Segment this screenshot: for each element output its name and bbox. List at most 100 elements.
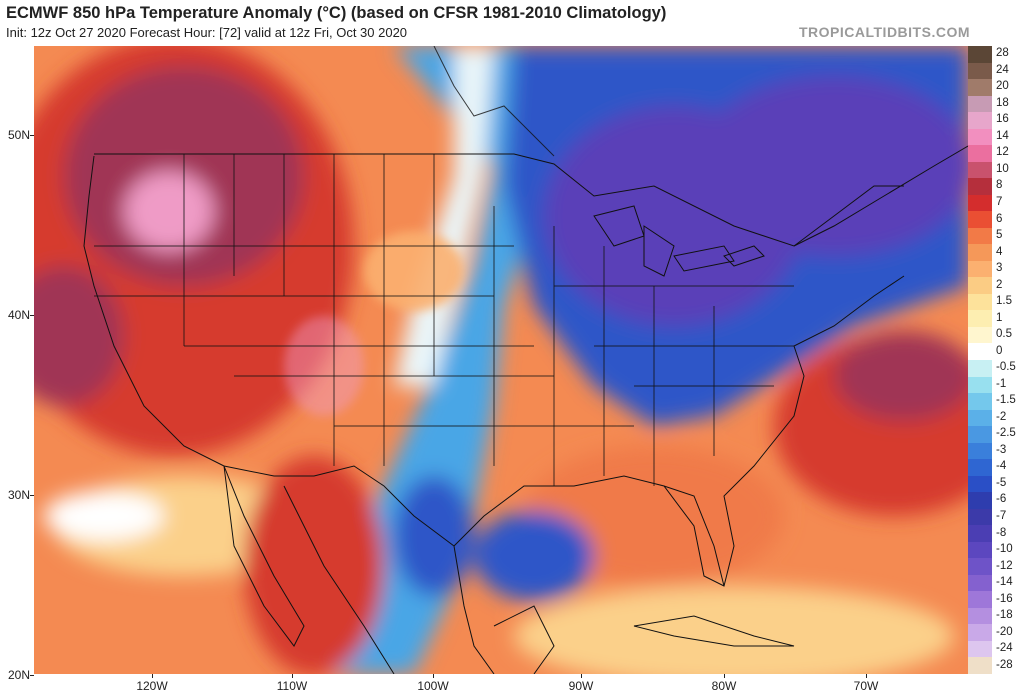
boundary-lines — [83, 46, 968, 674]
colorbar-swatch — [968, 326, 992, 344]
colorbar-swatch — [968, 161, 992, 179]
colorbar-swatch — [968, 426, 992, 444]
colorbar-swatch — [968, 194, 992, 212]
colorbar-label: 0 — [996, 344, 1003, 357]
lat-tick — [30, 495, 34, 496]
colorbar-label: 5 — [996, 229, 1003, 242]
colorbar-label: 7 — [996, 196, 1003, 208]
colorbar-label: -3 — [996, 443, 1007, 456]
colorbar-label: 10 — [996, 162, 1009, 175]
colorbar-swatch — [968, 640, 992, 658]
colorbar-label: 14 — [996, 129, 1009, 142]
state-lines-horizontal — [94, 245, 794, 427]
colorbar-swatch — [968, 227, 992, 245]
lon-label-90w: 90W — [568, 679, 594, 693]
colorbar-label: -8 — [996, 526, 1007, 539]
colorbar-label: 20 — [996, 80, 1009, 93]
us-canada-border — [94, 153, 904, 247]
colorbar-swatch — [968, 624, 992, 642]
brand-watermark: TROPICALTIDBITS.COM — [798, 24, 970, 40]
colorbar-label: -20 — [996, 625, 1013, 638]
colorbar-swatch — [968, 393, 992, 411]
temperature-anomaly-map — [34, 46, 968, 674]
colorbar-swatch — [968, 128, 992, 146]
baja-peninsula — [223, 465, 305, 647]
colorbar-label: 1.5 — [996, 295, 1012, 308]
pacific-coastline — [83, 155, 225, 467]
lon-label-120w: 120W — [136, 679, 168, 693]
central-cool-band — [334, 46, 554, 674]
colorbar-label: 6 — [996, 212, 1003, 225]
colorbar-swatch — [968, 541, 992, 559]
lon-tick — [433, 674, 434, 678]
colorbar-swatch — [968, 376, 992, 394]
colorbar-label: -2.5 — [996, 427, 1016, 440]
colorbar-swatch — [968, 62, 992, 80]
colorbar-swatch — [968, 310, 992, 328]
colorbar-label: 24 — [996, 63, 1009, 76]
colorbar-label: -12 — [996, 559, 1013, 572]
colorbar-label: -16 — [996, 592, 1013, 605]
colorbar-swatch — [968, 293, 992, 311]
great-lakes — [593, 205, 765, 277]
us-mexico-border — [223, 465, 455, 547]
colorbar-swatch — [968, 442, 992, 460]
colorbar-label: 2 — [996, 278, 1003, 291]
colorbar-label: -0.5 — [996, 361, 1016, 374]
colorbar-label: -6 — [996, 493, 1007, 506]
colorbar-label: -24 — [996, 642, 1013, 655]
colorbar-swatch — [968, 409, 992, 427]
colorbar-swatch — [968, 475, 992, 493]
colorbar-label: -14 — [996, 576, 1013, 589]
rockies-patch — [284, 316, 364, 416]
map-canvas — [34, 46, 968, 674]
lon-tick — [292, 674, 293, 678]
colorbar-swatch — [968, 607, 992, 625]
lat-label-50n: 50N — [7, 128, 30, 142]
atlantic-hot-core — [834, 331, 968, 421]
colorbar-label: -18 — [996, 609, 1013, 622]
lon-tick — [866, 674, 867, 678]
colorbar-label: -28 — [996, 658, 1013, 671]
colorbar-label: -2 — [996, 410, 1007, 423]
colorbar-label: 8 — [996, 179, 1003, 192]
colorbar-swatch — [968, 260, 992, 278]
colorbar-swatch — [968, 211, 992, 229]
lat-label-40n: 40N — [7, 308, 30, 322]
colorbar-label: 0.5 — [996, 328, 1012, 341]
colorbar-label: -1.5 — [996, 394, 1016, 407]
colorbar-label: 18 — [996, 96, 1009, 109]
florida-outline — [663, 485, 725, 587]
lat-tick — [30, 135, 34, 136]
colorbar-swatch — [968, 459, 992, 477]
lon-tick — [724, 674, 725, 678]
lat-tick — [30, 315, 34, 316]
colorbar-label: -1 — [996, 377, 1007, 390]
colorbar-label: 4 — [996, 245, 1003, 258]
gulf-atlantic-coastline — [453, 275, 905, 587]
colorbar-swatch — [968, 591, 992, 609]
gulf-cold-blob — [474, 511, 594, 601]
canada-east-coast — [793, 145, 968, 247]
colorbar-swatch — [968, 492, 992, 510]
lon-label-100w: 100W — [417, 679, 449, 693]
colorbar-swatch — [968, 145, 992, 163]
colorbar-swatch — [968, 657, 992, 675]
yucatan-outline — [493, 605, 555, 674]
colorbar-swatch — [968, 46, 992, 64]
dakota-warm-patch — [364, 231, 464, 311]
cuba-outline — [633, 615, 795, 647]
caribbean-mild-region — [514, 586, 954, 674]
hudson-bay-coast — [433, 46, 555, 157]
colorbar-swatch — [968, 95, 992, 113]
chart-title: ECMWF 850 hPa Temperature Anomaly (°C) (… — [6, 4, 667, 22]
colorbar-swatch — [968, 525, 992, 543]
colorbar-label: 16 — [996, 113, 1009, 126]
colorbar-label: 3 — [996, 262, 1003, 275]
pacific-near-zero — [44, 491, 164, 541]
colorbar-swatch — [968, 244, 992, 262]
colorbar-swatch — [968, 112, 992, 130]
colorbar-label: 1 — [996, 311, 1003, 324]
idaho-extreme-core — [124, 171, 214, 251]
colorbar-label: -5 — [996, 476, 1007, 489]
